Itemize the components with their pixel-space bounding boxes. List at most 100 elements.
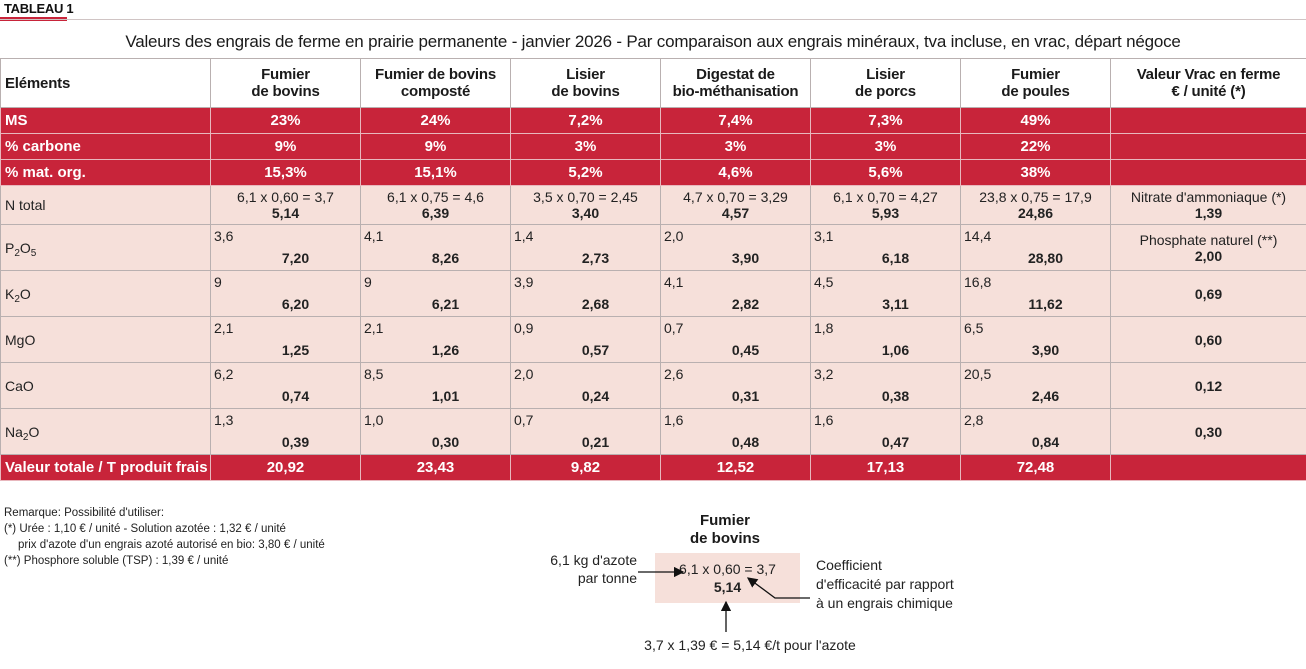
- cell: 3,5 x 0,70 = 2,45 3,40: [510, 185, 661, 225]
- value: 11,62: [1028, 296, 1063, 312]
- cell: 1,8 1,06: [810, 316, 961, 363]
- cell: 9,82: [510, 454, 661, 481]
- legend-right-note: Coefficient d'efficacité par rapport à u…: [816, 557, 954, 611]
- value: 2,46: [1031, 388, 1060, 404]
- cell: 4,6%: [660, 159, 811, 186]
- value: 1,01: [431, 388, 460, 404]
- value: 0,74: [281, 388, 310, 404]
- cell: 3,9 2,68: [510, 270, 661, 317]
- formula: 6,1 x 0,60 = 3,7: [237, 189, 334, 205]
- row-cao: CaO 6,2 0,74 8,5 1,01 2,0 0,24 2,6 0,31 3,2 0…: [0, 362, 1306, 409]
- value: 0,47: [881, 434, 910, 450]
- value: 1,25: [281, 342, 310, 358]
- header-digestat: Digestat de bio-méthanisation: [660, 58, 811, 108]
- cell: 2,0 3,90: [660, 224, 811, 271]
- ref-value: 0,30: [1194, 423, 1223, 440]
- row-label: MgO: [0, 316, 211, 363]
- value: 0,57: [581, 342, 610, 358]
- cell-empty: [1110, 159, 1306, 186]
- value: 2,68: [581, 296, 610, 312]
- cell: 16,8 11,62: [960, 270, 1111, 317]
- cell: 20,92: [210, 454, 361, 481]
- value: 0,48: [731, 434, 760, 450]
- cell: 5,6%: [810, 159, 961, 186]
- cell: 8,5 1,01: [360, 362, 511, 409]
- cell: 24%: [360, 107, 511, 134]
- header-lisier-porcs: Lisier de porcs: [810, 58, 961, 108]
- ref-value: 2,00: [1194, 247, 1223, 264]
- ref-cell: Nitrate d'ammoniaque (*) 1,39: [1110, 185, 1306, 225]
- legend-heading: Fumier de bovins: [689, 512, 760, 547]
- cell: 0,7 0,21: [510, 408, 661, 455]
- row-na2o: Na2O 1,3 0,39 1,0 0,30 0,7 0,21 1,6 0,48 1,6…: [0, 408, 1306, 455]
- cell: 3,6 7,20: [210, 224, 361, 271]
- cell-empty: [1110, 107, 1306, 134]
- cell: 4,1 8,26: [360, 224, 511, 271]
- qty: 0,7: [514, 412, 534, 428]
- row-p2o5: P2O5 3,6 7,20 4,1 8,26 1,4 2,73 2,0 3,90 3,1…: [0, 224, 1306, 271]
- qty: 0,9: [514, 320, 534, 336]
- fertilizer-table: Eléments Fumier de bovins Fumier de bovin…: [0, 58, 1306, 481]
- ref-label: Nitrate d'ammoniaque (*): [1130, 189, 1287, 205]
- formula: 4,7 x 0,70 = 3,29: [683, 189, 788, 205]
- cell: 7,3%: [810, 107, 961, 134]
- value: 0,31: [731, 388, 760, 404]
- qty: 2,1: [364, 320, 384, 336]
- qty: 6,5: [964, 320, 984, 336]
- qty: 20,5: [964, 366, 992, 382]
- ref-cell: 0,60: [1110, 316, 1306, 363]
- cell: 4,7 x 0,70 = 3,29 4,57: [660, 185, 811, 225]
- value: 0,24: [581, 388, 610, 404]
- cell: 7,4%: [660, 107, 811, 134]
- row-label: CaO: [0, 362, 211, 409]
- value: 0,21: [581, 434, 610, 450]
- value: 6,39: [421, 205, 450, 221]
- header-lisier-bovins: Lisier de bovins: [510, 58, 661, 108]
- row-mgo: MgO 2,1 1,25 2,1 1,26 0,9 0,57 0,7 0,45 1,8 1…: [0, 316, 1306, 363]
- cell: 2,6 0,31: [660, 362, 811, 409]
- formula: 6,1 x 0,75 = 4,6: [387, 189, 484, 205]
- table-tag: TABLEAU 1: [4, 1, 74, 16]
- cell: 1,6 0,48: [660, 408, 811, 455]
- cell: 6,2 0,74: [210, 362, 361, 409]
- row-label: MS: [0, 107, 211, 134]
- value: 1,26: [431, 342, 460, 358]
- cell: 3,1 6,18: [810, 224, 961, 271]
- cell: 0,7 0,45: [660, 316, 811, 363]
- formula: 3,5 x 0,70 = 2,45: [533, 189, 638, 205]
- ref-cell: 0,30: [1110, 408, 1306, 455]
- ref-cell: Phosphate naturel (**) 2,00: [1110, 224, 1306, 271]
- header-rule: [0, 19, 1306, 20]
- qty: 1,0: [364, 412, 384, 428]
- cell-empty: [1110, 454, 1306, 481]
- value: 6,20: [281, 296, 310, 312]
- ref-value: 0,69: [1194, 285, 1223, 302]
- qty: 0,7: [664, 320, 684, 336]
- formula: 23,8 x 0,75 = 17,9: [979, 189, 1092, 205]
- remark-line: (**) Phosphore soluble (TSP) : 1,39 € / …: [4, 555, 229, 567]
- legend-left-note: 6,1 kg d'azote par tonne: [550, 552, 637, 586]
- qty: 4,1: [364, 228, 384, 244]
- value: 0,38: [881, 388, 910, 404]
- row-k2o: K2O 9 6,20 9 6,21 3,9 2,68 4,1 2,82 4,5 3,11 …: [0, 270, 1306, 317]
- value: 1,06: [881, 342, 910, 358]
- row-total: Valeur totale / T produit frais 20,92 23…: [0, 454, 1306, 481]
- qty: 2,0: [514, 366, 534, 382]
- value: 0,39: [281, 434, 310, 450]
- cell: 5,2%: [510, 159, 661, 186]
- cell: 17,13: [810, 454, 961, 481]
- ref-value: 1,39: [1194, 205, 1223, 221]
- cell: 2,8 0,84: [960, 408, 1111, 455]
- qty: 2,0: [664, 228, 684, 244]
- legend-value: 5,14: [713, 579, 742, 595]
- remark-line: (*) Urée : 1,10 € / unité - Solution azo…: [4, 523, 286, 535]
- cell: 1,3 0,39: [210, 408, 361, 455]
- qty: 1,8: [814, 320, 834, 336]
- value: 5,93: [871, 205, 900, 221]
- cell: 15,1%: [360, 159, 511, 186]
- qty: 9: [214, 274, 222, 290]
- row-label: % carbone: [0, 133, 211, 160]
- row-ntotal: N total 6,1 x 0,60 = 3,7 5,14 6,1 x 0,75 …: [0, 185, 1306, 225]
- cell: 6,1 x 0,60 = 3,7 5,14: [210, 185, 361, 225]
- qty: 4,1: [664, 274, 684, 290]
